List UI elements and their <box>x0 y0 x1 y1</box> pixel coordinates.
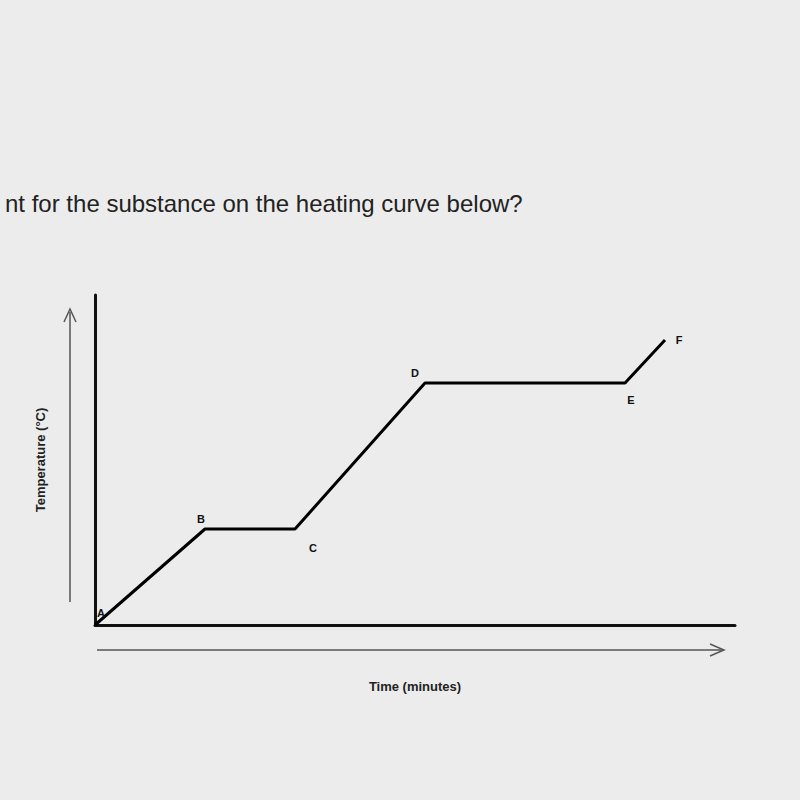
svg-text:Temperature (°C): Temperature (°C) <box>33 408 48 513</box>
svg-text:B: B <box>197 513 205 525</box>
svg-text:A: A <box>97 607 105 619</box>
svg-text:D: D <box>411 367 419 379</box>
svg-text:C: C <box>309 542 317 554</box>
svg-text:Time (minutes): Time (minutes) <box>369 679 461 694</box>
svg-text:nt for the substance on the he: nt for the substance on the heating curv… <box>5 190 523 217</box>
svg-text:F: F <box>676 334 683 346</box>
svg-text:E: E <box>627 394 634 406</box>
